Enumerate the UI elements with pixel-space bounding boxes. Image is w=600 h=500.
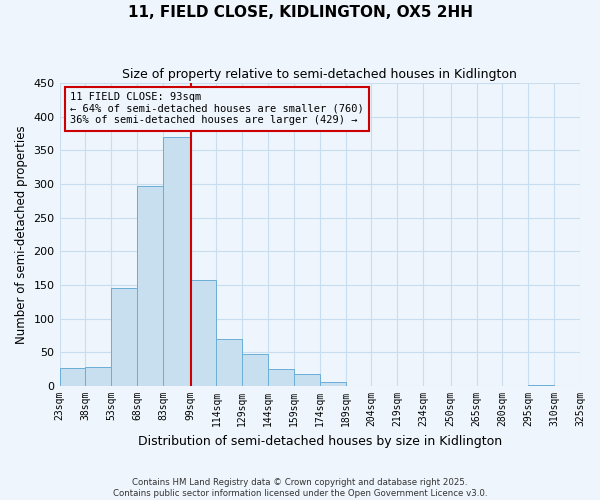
Title: Size of property relative to semi-detached houses in Kidlington: Size of property relative to semi-detach… [122, 68, 517, 80]
X-axis label: Distribution of semi-detached houses by size in Kidlington: Distribution of semi-detached houses by … [138, 434, 502, 448]
Bar [59, 368, 85, 386]
Text: 11 FIELD CLOSE: 93sqm
← 64% of semi-detached houses are smaller (760)
36% of sem: 11 FIELD CLOSE: 93sqm ← 64% of semi-deta… [70, 92, 364, 126]
Bar [85, 367, 111, 386]
Bar [320, 382, 346, 386]
Bar [268, 369, 294, 386]
Y-axis label: Number of semi-detached properties: Number of semi-detached properties [15, 125, 28, 344]
Bar [242, 354, 268, 386]
Text: Contains HM Land Registry data © Crown copyright and database right 2025.
Contai: Contains HM Land Registry data © Crown c… [113, 478, 487, 498]
Bar [217, 339, 242, 386]
Bar [294, 374, 320, 386]
Bar [163, 137, 191, 386]
Text: 11, FIELD CLOSE, KIDLINGTON, OX5 2HH: 11, FIELD CLOSE, KIDLINGTON, OX5 2HH [128, 5, 473, 20]
Bar [111, 288, 137, 386]
Bar [191, 280, 217, 386]
Bar [137, 186, 163, 386]
